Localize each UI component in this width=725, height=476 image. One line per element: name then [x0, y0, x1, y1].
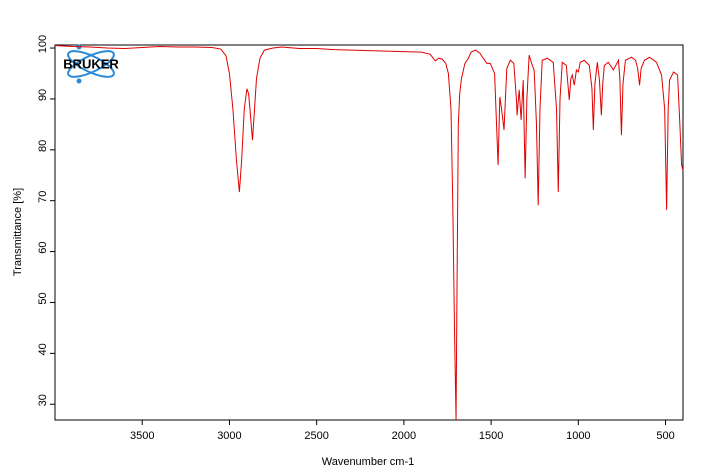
y-tick-label: 80 [37, 140, 49, 152]
spectrum-line [54, 45, 684, 421]
x-tick-label: 3000 [217, 430, 241, 442]
x-tick-label: 500 [656, 430, 674, 442]
x-tick-label: 2000 [392, 430, 416, 442]
logo: BRUKER [63, 44, 119, 84]
x-tick-label: 1000 [566, 430, 590, 442]
y-tick-label: 70 [37, 191, 49, 203]
x-axis-label: Wavenumber cm-1 [322, 456, 415, 468]
y-tick-label: 90 [37, 89, 49, 101]
plot-frame [54, 44, 684, 421]
y-tick-label: 50 [37, 292, 49, 304]
y-axis-label: Transmittance [%] [12, 188, 24, 276]
x-tick-label: 3500 [130, 430, 154, 442]
x-tick-label: 1500 [479, 430, 503, 442]
x-tick-label: 2500 [304, 430, 328, 442]
y-tick-label: 100 [37, 35, 49, 53]
logo-text: BRUKER [63, 56, 119, 71]
y-tick-label: 40 [37, 343, 49, 355]
y-tick-label: 30 [37, 394, 49, 406]
y-tick-label: 60 [37, 241, 49, 253]
